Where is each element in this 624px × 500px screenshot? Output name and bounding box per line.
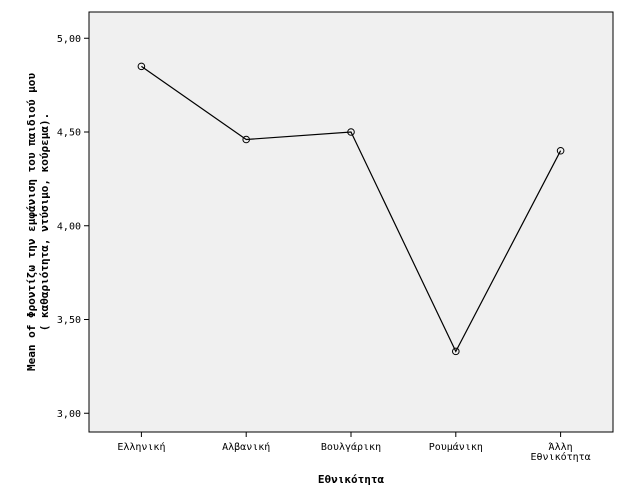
data-point [242, 135, 250, 144]
data-point [347, 128, 355, 136]
x-tick-label: Βουλγάρικη [321, 441, 381, 453]
y-tick-label: 4,00 [57, 221, 81, 232]
y-tick-label: 4,50 [57, 128, 81, 139]
plot-area [88, 11, 614, 433]
y-tick-label: 5,00 [57, 34, 81, 45]
series-polyline [141, 65, 562, 353]
data-point [556, 146, 565, 155]
y-tick-label: 3,00 [57, 409, 81, 420]
x-axis-title: Εθνικότητα [318, 473, 385, 486]
x-tick-label: Ελληνική [117, 441, 165, 453]
data-point [137, 62, 146, 71]
x-tick-label: Ρουμάνικη [429, 441, 483, 453]
y-axis-title-line-2: ( καθαριότητα, ντύσιμο, κούρεμα). [38, 113, 51, 332]
data-point [452, 347, 460, 356]
x-tick-label: Άλλη [549, 441, 573, 453]
y-axis: 3,00 3,50 4,00 4,50 5,00 [57, 34, 89, 420]
x-tick-label: Εθνικότητα [530, 451, 590, 463]
y-tick-label: 3,50 [57, 315, 81, 326]
y-axis-title-line-1: Mean of Φροντίζω την εμφάνιση του παιδιο… [25, 73, 38, 371]
x-axis: Ελληνική Αλβανική Βουλγάρικη Ρουμάνικη ΆλληΕ… [117, 432, 591, 463]
x-tick-label: Αλβανική [222, 441, 270, 453]
series-line [137, 62, 565, 356]
